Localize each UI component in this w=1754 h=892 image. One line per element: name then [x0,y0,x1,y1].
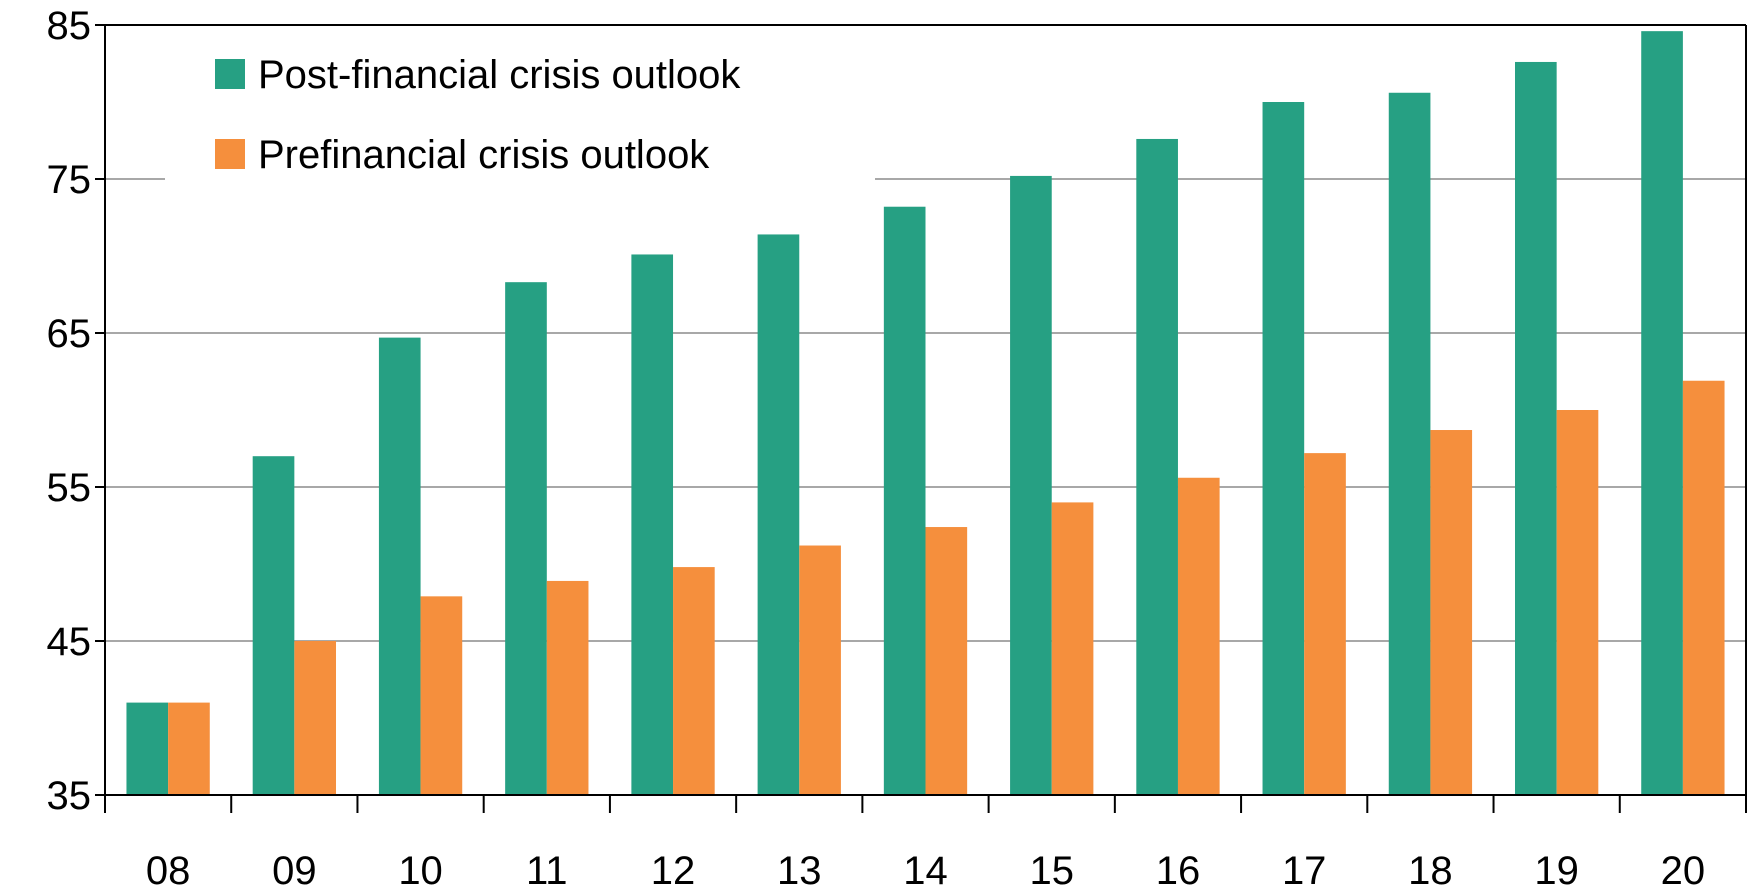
x-tick-label: 15 [1029,849,1074,892]
bar-pre-crisis-17 [1304,453,1346,795]
y-tick-labels: 35 45 55 65 75 85 [47,4,105,818]
bar-post-crisis-11 [505,282,547,795]
bar-pre-crisis-15 [1051,502,1094,795]
legend-label-pre: Prefinancial crisis outlook [258,133,710,177]
bar-pre-crisis-14 [925,527,968,795]
x-tick-label: 08 [146,849,191,892]
bar-post-crisis-19 [1514,61,1557,795]
bar-pre-crisis-16 [1177,477,1220,795]
x-tick-label: 09 [272,849,317,892]
y-tick-label: 65 [47,312,92,356]
x-tick-labels: 08 09 10 11 12 13 14 15 16 17 18 19 20 [104,795,1747,892]
x-tick-label: 18 [1408,849,1453,892]
bar-post-crisis-09 [252,456,295,795]
legend: Post-financial crisis outlook Prefinanci… [165,35,875,185]
y-tick-label: 45 [47,620,92,664]
legend-label-post: Post-financial crisis outlook [258,53,741,97]
bar-pre-crisis-13 [799,545,841,795]
y-tick-label: 55 [47,466,92,510]
legend-swatch-pre [215,139,245,169]
bar-pre-crisis-10 [420,596,463,795]
x-tick-label: 11 [526,849,568,892]
bar-post-crisis-13 [757,234,800,795]
x-tick-label: 16 [1156,849,1201,892]
y-tick-label: 75 [47,158,92,202]
x-tick-label: 14 [903,849,948,892]
bar-post-crisis-18 [1388,92,1431,795]
bar-post-crisis-10 [378,337,421,795]
bar-pre-crisis-11 [546,580,589,795]
bar-post-crisis-15 [1010,175,1052,796]
x-tick-label: 20 [1661,849,1706,892]
bar-pre-crisis-12 [673,567,715,795]
bar-post-crisis-20 [1641,31,1683,796]
bar-post-crisis-16 [1136,138,1178,795]
x-tick-label: 19 [1534,849,1579,892]
x-tick-label: 10 [398,849,443,892]
axes [104,24,1747,796]
bar-post-crisis-12 [631,254,674,795]
bars [126,31,1725,796]
bar-pre-crisis-20 [1682,380,1725,795]
bar-pre-crisis-09 [294,641,337,795]
bar-pre-crisis-08 [168,702,210,795]
x-tick-label: 12 [651,849,696,892]
bar-post-crisis-14 [883,206,926,796]
y-tick-label: 35 [47,774,92,818]
y-tick-label: 85 [47,4,92,48]
bar-pre-crisis-19 [1556,410,1599,795]
bar-pre-crisis-18 [1430,430,1473,795]
legend-background [165,35,875,185]
bar-post-crisis-17 [1262,102,1305,795]
x-tick-label: 17 [1282,849,1327,892]
legend-swatch-post [215,59,245,89]
bar-post-crisis-08 [126,702,169,795]
x-tick-label: 13 [777,849,822,892]
